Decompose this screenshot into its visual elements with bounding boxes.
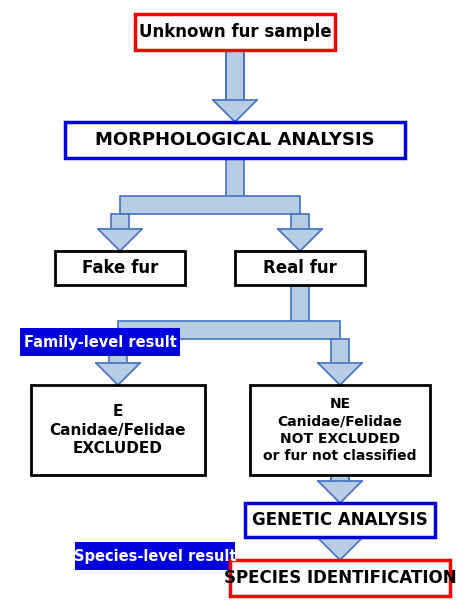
FancyBboxPatch shape <box>291 285 309 330</box>
Text: Real fur: Real fur <box>263 259 337 277</box>
Text: Species-level result: Species-level result <box>74 548 236 563</box>
FancyBboxPatch shape <box>331 339 349 363</box>
FancyBboxPatch shape <box>75 542 235 570</box>
Text: Fake fur: Fake fur <box>82 259 158 277</box>
FancyBboxPatch shape <box>109 339 127 363</box>
FancyBboxPatch shape <box>250 385 430 475</box>
FancyBboxPatch shape <box>31 385 205 475</box>
Text: Family-level result: Family-level result <box>24 335 176 349</box>
FancyBboxPatch shape <box>135 14 335 50</box>
FancyBboxPatch shape <box>230 560 450 596</box>
Text: E
Canidae/Felidae
EXCLUDED: E Canidae/Felidae EXCLUDED <box>50 404 186 456</box>
FancyBboxPatch shape <box>20 328 180 356</box>
FancyBboxPatch shape <box>226 50 244 100</box>
Polygon shape <box>318 538 362 560</box>
FancyBboxPatch shape <box>111 214 129 229</box>
FancyBboxPatch shape <box>226 158 244 205</box>
Polygon shape <box>278 229 322 251</box>
FancyBboxPatch shape <box>120 196 300 214</box>
FancyBboxPatch shape <box>331 475 349 481</box>
Polygon shape <box>98 229 142 251</box>
FancyBboxPatch shape <box>118 321 340 339</box>
Polygon shape <box>213 100 257 122</box>
Polygon shape <box>96 363 140 385</box>
FancyBboxPatch shape <box>245 503 435 537</box>
Text: SPECIES IDENTIFICATION: SPECIES IDENTIFICATION <box>224 569 456 587</box>
Polygon shape <box>318 363 362 385</box>
Text: Unknown fur sample: Unknown fur sample <box>139 23 331 41</box>
Text: MORPHOLOGICAL ANALYSIS: MORPHOLOGICAL ANALYSIS <box>95 131 375 149</box>
FancyBboxPatch shape <box>235 251 365 285</box>
FancyBboxPatch shape <box>331 537 349 538</box>
FancyBboxPatch shape <box>291 214 309 229</box>
FancyBboxPatch shape <box>65 122 405 158</box>
Text: NE
Canidae/Felidae
NOT EXCLUDED
or fur not classified: NE Canidae/Felidae NOT EXCLUDED or fur n… <box>263 397 417 463</box>
FancyBboxPatch shape <box>55 251 185 285</box>
Polygon shape <box>318 481 362 503</box>
Text: GENETIC ANALYSIS: GENETIC ANALYSIS <box>252 511 428 529</box>
